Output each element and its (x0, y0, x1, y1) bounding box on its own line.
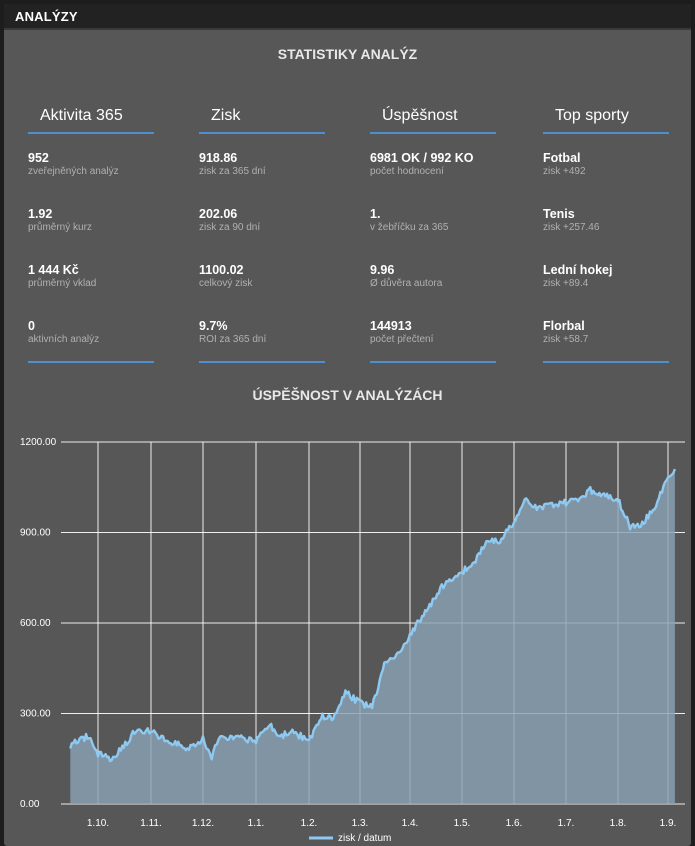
stat-value: 1100.02 (199, 263, 244, 277)
stat-value: 952 (28, 151, 49, 165)
stat-item: 6981 OK / 992 KO počet hodnocení (370, 151, 530, 178)
stat-value: 918.86 (199, 151, 238, 165)
stats-column: Top sporty Fotbal zisk +492 Tenis zisk +257.… (543, 96, 669, 363)
y-tick-label: 300.00 (20, 709, 51, 720)
y-tick-label: 900.00 (20, 528, 51, 539)
chart-section-title: ÚSPĚŠNOST V ANALÝZÁCH (252, 387, 443, 403)
panel-title: ANALÝZY (15, 8, 78, 24)
stats-section-title: STATISTIKY ANALÝZ (277, 46, 418, 62)
stat-value: Tenis (543, 207, 575, 221)
x-tick-label: 1.8. (610, 818, 627, 829)
stat-item: Tenis zisk +257.46 (543, 207, 691, 234)
stat-item: 918.86 zisk za 365 dní (199, 151, 359, 178)
y-tick-label: 0.00 (20, 799, 40, 810)
column-heading: Zisk (199, 96, 325, 134)
stat-item: 9.96 Ø důvěra autora (370, 263, 530, 290)
x-tick-label: 1.5. (454, 818, 471, 829)
column-divider (543, 361, 669, 363)
stat-value: Florbal (543, 319, 585, 333)
stat-value: 9.96 (370, 263, 395, 277)
stat-label: zisk +492 (543, 166, 586, 177)
stat-label: zisk za 90 dní (199, 222, 261, 233)
column-heading: Aktivita 365 (28, 96, 154, 134)
stat-label: počet hodnocení (370, 166, 444, 177)
series-area (70, 469, 675, 804)
stat-item: 952 zveřejněných analýz (28, 151, 188, 178)
x-tick-label: 1.12. (192, 818, 214, 829)
stat-item: Florbal zisk +58.7 (543, 319, 691, 346)
stat-value: 202.06 (199, 207, 238, 221)
series-line (69, 468, 677, 763)
stat-label: průměrný kurz (28, 222, 92, 233)
x-tick-label: 1.2. (301, 818, 318, 829)
stat-label: zisk za 365 dní (199, 166, 266, 177)
stat-value: 6981 OK / 992 KO (370, 151, 474, 165)
x-tick-label: 1.4. (402, 818, 419, 829)
x-tick-label: 1.9. (660, 818, 677, 829)
stats-column: Zisk 918.86 zisk za 365 dní 202.06 zisk za 9… (199, 96, 325, 363)
x-tick-label: 1.11. (140, 818, 162, 829)
x-tick-label: 1.6. (506, 818, 523, 829)
stat-item: 202.06 zisk za 90 dní (199, 207, 359, 234)
legend-label: zisk / datum (338, 833, 391, 844)
stat-item: 9.7% ROI za 365 dní (199, 319, 359, 346)
y-tick-label: 1200.00 (20, 437, 57, 448)
stat-value: 0 (28, 319, 35, 333)
stat-label: ROI za 365 dní (199, 334, 267, 345)
stat-value: 1.92 (28, 207, 53, 221)
stat-value: 9.7% (199, 319, 228, 333)
stats-column: Úspěšnost 6981 OK / 992 KO počet hodnocení… (370, 96, 496, 363)
y-tick-label: 600.00 (20, 618, 51, 629)
stat-item: 1. v žebříčku za 365 (370, 207, 530, 234)
panel-header: ANALÝZY (4, 4, 691, 30)
stat-value: 1. (370, 207, 381, 221)
x-tick-label: 1.3. (352, 818, 369, 829)
stat-item: Lední hokej zisk +89.4 (543, 263, 691, 290)
stat-item: 1100.02 celkový zisk (199, 263, 359, 290)
stat-label: zisk +257.46 (543, 222, 600, 233)
stat-value: Fotbal (543, 151, 581, 165)
stat-value: 1 444 Kč (28, 263, 79, 277)
stat-item: 1.92 průměrný kurz (28, 207, 188, 234)
stat-item: 1 444 Kč průměrný vklad (28, 263, 188, 290)
stat-item: 0 aktivních analýz (28, 319, 188, 346)
analyzy-panel: ANALÝZY STATISTIKY ANALÝZ Aktivita 365 95… (4, 4, 691, 846)
stat-label: v žebříčku za 365 (370, 222, 449, 233)
stat-item: 144913 počet přečtení (370, 319, 530, 346)
stat-label: počet přečtení (370, 334, 434, 345)
column-divider (28, 361, 154, 363)
stat-label: Ø důvěra autora (370, 278, 443, 289)
success-chart: 0.00 300.00 600.00 900.00 1200.00 1.10. 1.11. 1… (20, 437, 685, 844)
x-tick-label: 1.7. (558, 818, 575, 829)
stat-label: zisk +58.7 (543, 334, 589, 345)
stats-column: Aktivita 365 952 zveřejněných analýz 1.92 pr… (28, 96, 154, 363)
stat-item: Fotbal zisk +492 (543, 151, 691, 178)
stat-label: aktivních analýz (28, 334, 100, 345)
stat-value: 144913 (370, 319, 412, 333)
stat-label: celkový zisk (199, 278, 253, 289)
column-divider (370, 361, 496, 363)
x-tick-label: 1.1. (248, 818, 265, 829)
column-heading: Top sporty (543, 96, 669, 134)
stat-value: Lední hokej (543, 263, 613, 277)
stat-label: zisk +89.4 (543, 278, 589, 289)
stat-label: průměrný vklad (28, 278, 97, 289)
x-tick-label: 1.10. (87, 818, 109, 829)
column-divider (199, 361, 325, 363)
column-heading: Úspěšnost (370, 96, 496, 134)
stat-label: zveřejněných analýz (28, 166, 119, 177)
